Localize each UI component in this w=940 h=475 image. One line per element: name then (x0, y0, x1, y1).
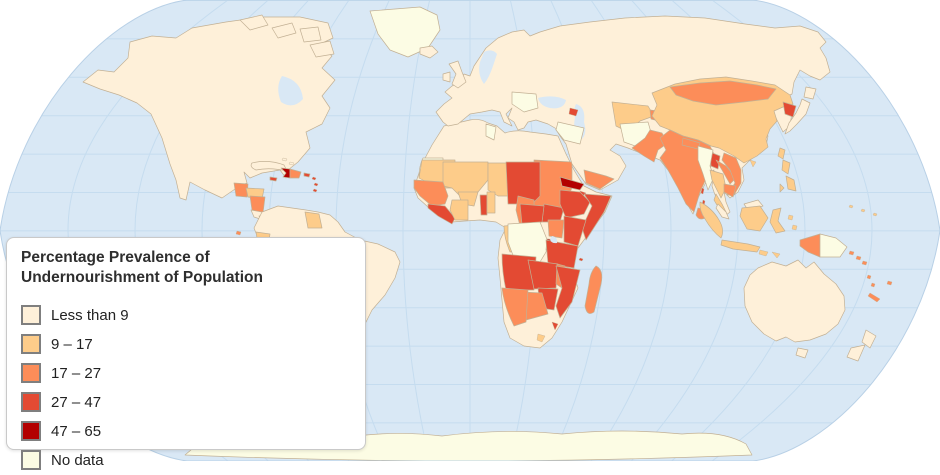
legend-swatch-4 (21, 421, 41, 442)
region-lesser-sunda[interactable] (758, 249, 781, 259)
region-angola[interactable] (501, 253, 537, 291)
region-comoros[interactable] (578, 257, 584, 262)
legend-item: 47 – 65 (21, 417, 351, 446)
region-maluku[interactable] (787, 214, 798, 231)
region-jamaica[interactable] (269, 176, 278, 182)
region-cambodia[interactable] (723, 183, 737, 198)
region-armenia[interactable] (568, 107, 579, 117)
region-tanzania[interactable] (545, 239, 579, 269)
region-solomon-islands[interactable] (848, 250, 868, 266)
region-new-guinea-west[interactable] (799, 233, 821, 258)
region-central-african-republic[interactable] (519, 203, 545, 225)
legend-swatch-3 (21, 392, 41, 413)
legend-items: Less than 9 9 – 17 17 – 27 27 – 47 47 – … (21, 301, 351, 475)
region-eritrea[interactable] (559, 176, 585, 191)
region-namibia[interactable] (501, 287, 529, 327)
legend-swatch-2 (21, 363, 41, 384)
region-chad[interactable] (505, 161, 541, 205)
region-yemen[interactable] (583, 169, 615, 190)
region-laos[interactable] (715, 159, 737, 185)
legend-item-label: Less than 9 (51, 306, 129, 324)
region-arctic-islands[interactable] (239, 14, 335, 58)
region-java[interactable] (720, 239, 761, 253)
region-galapagos[interactable] (235, 230, 242, 236)
region-somalia[interactable] (581, 193, 612, 241)
black-sea (538, 96, 566, 109)
legend-item: 17 – 27 (21, 359, 351, 388)
region-syria-iraq[interactable] (555, 121, 585, 145)
region-taiwan[interactable] (777, 147, 786, 160)
hudson-bay (278, 76, 303, 106)
region-benin[interactable] (486, 191, 496, 214)
region-tunisia[interactable] (485, 123, 497, 141)
region-uganda[interactable] (547, 219, 565, 239)
legend-item: 9 – 17 (21, 330, 351, 359)
map-boundary (0, 0, 940, 461)
region-australia[interactable] (743, 259, 846, 343)
region-japan[interactable] (784, 86, 817, 135)
region-lesser-antilles[interactable] (311, 176, 319, 193)
region-tasmania[interactable] (795, 347, 809, 359)
region-sierra-leone-liberia[interactable] (427, 203, 456, 225)
region-iceland[interactable] (419, 45, 439, 59)
region-dominican-republic[interactable] (289, 168, 302, 179)
region-mongolia[interactable] (669, 80, 777, 106)
legend-item-label: 9 – 17 (51, 335, 93, 353)
legend-item: No data (21, 446, 351, 475)
region-ivory-coast[interactable] (449, 199, 469, 221)
baltic-sea (479, 50, 497, 84)
legend-item: Less than 9 (21, 301, 351, 330)
legend-item-label: No data (51, 451, 104, 469)
legend-swatch-5 (21, 450, 41, 471)
region-madagascar[interactable] (584, 265, 603, 314)
region-guyana[interactable] (304, 211, 323, 229)
region-sumatra[interactable] (699, 201, 723, 239)
region-north-america[interactable] (82, 16, 336, 201)
legend-item: 27 – 47 (21, 388, 351, 417)
region-united-kingdom[interactable] (448, 60, 467, 89)
region-new-zealand[interactable] (846, 329, 877, 362)
region-mozambique[interactable] (555, 265, 581, 319)
region-bahamas[interactable] (281, 157, 295, 166)
region-myanmar[interactable] (697, 145, 715, 191)
region-zambia[interactable] (527, 259, 559, 290)
region-micronesia[interactable] (848, 204, 878, 217)
region-togo[interactable] (479, 194, 488, 216)
region-southeast-europe[interactable] (511, 91, 539, 113)
region-cuba[interactable] (250, 161, 288, 172)
legend-swatch-0 (21, 305, 41, 326)
region-lesotho[interactable] (536, 333, 546, 343)
region-ethiopia[interactable] (559, 189, 591, 219)
region-hainan[interactable] (749, 159, 757, 168)
region-borneo[interactable] (739, 205, 769, 232)
region-drc[interactable] (507, 221, 549, 263)
legend-title: Percentage Prevalence of Undernourishmen… (21, 249, 263, 287)
region-guatemala[interactable] (233, 182, 249, 198)
legend-swatch-1 (21, 334, 41, 355)
region-new-guinea-east[interactable] (819, 233, 848, 258)
legend-item-label: 17 – 27 (51, 364, 102, 382)
region-haiti[interactable] (280, 167, 291, 179)
region-sulawesi[interactable] (769, 207, 786, 234)
lake-victoria (550, 236, 558, 244)
region-new-caledonia[interactable] (867, 292, 881, 303)
region-swaziland[interactable] (551, 321, 559, 331)
legend-panel: Percentage Prevalence of Undernourishmen… (6, 237, 366, 471)
legend-item-label: 47 – 65 (51, 422, 102, 440)
region-philippines[interactable] (779, 159, 797, 193)
legend-item-label: 27 – 47 (51, 393, 102, 411)
region-vanuatu-fiji[interactable] (866, 274, 893, 288)
region-ireland[interactable] (442, 71, 451, 83)
region-puerto-rico[interactable] (303, 172, 311, 178)
